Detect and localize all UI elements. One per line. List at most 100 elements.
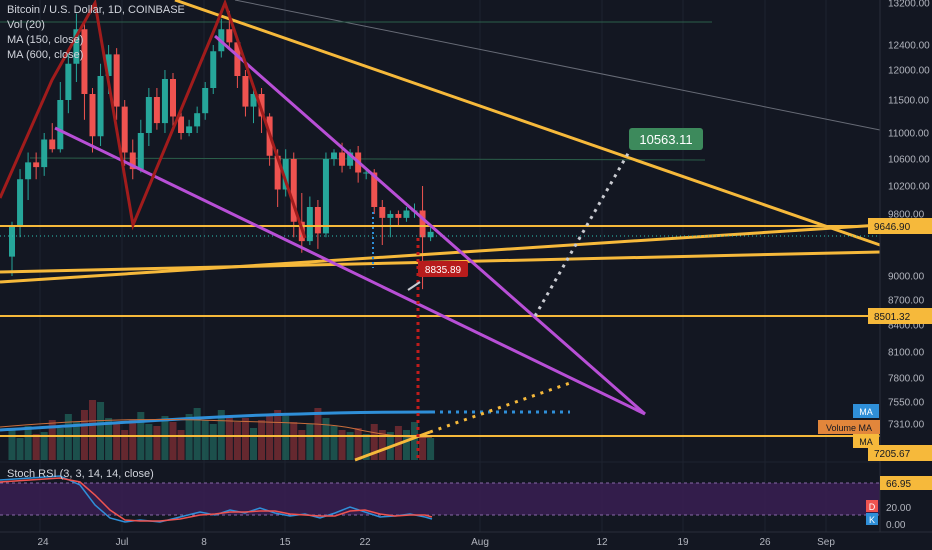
candle-body: [202, 88, 209, 114]
candle-body: [186, 126, 193, 133]
candle: [306, 196, 313, 245]
time-tick-label: 12: [596, 537, 608, 548]
ma-tag-box: [853, 404, 879, 418]
target-label-text: 10563.11: [639, 132, 692, 147]
candle-body: [33, 162, 40, 168]
volume-ma-tag: Volume MA: [818, 420, 880, 434]
candle-body: [121, 106, 128, 153]
candle: [347, 149, 354, 170]
candle: [242, 70, 249, 117]
price-tag-box: [868, 308, 932, 324]
stoch-rsi-k-line[interactable]: [0, 475, 433, 523]
price-tick-label: 13200.00: [888, 0, 930, 10]
candle-body: [314, 207, 321, 234]
price-tick-label: 9800.00: [888, 210, 925, 221]
w-pattern-line[interactable]: [0, 0, 307, 239]
price-tick-label: 11000.00: [888, 129, 929, 140]
rsi-d-tag-text: D: [869, 502, 876, 512]
volume-bar: [121, 430, 129, 460]
ma-150-label[interactable]: MA (150, close): [7, 34, 84, 46]
ma-150-line[interactable]: [0, 410, 433, 432]
candle-body: [403, 210, 410, 218]
candle: [403, 207, 410, 222]
candle-body: [379, 207, 386, 218]
candle: [73, 13, 80, 82]
candle-body: [49, 139, 56, 150]
volume-bar: [258, 420, 266, 460]
time-tick-label: Jul: [116, 537, 129, 548]
candle-body: [25, 162, 32, 180]
candle-body: [17, 179, 24, 226]
candle-body: [371, 172, 378, 207]
ma-tag-orange: MA: [853, 434, 879, 448]
volume-bar: [306, 424, 314, 460]
price-tick-label: 7310.00: [888, 420, 925, 431]
candle: [9, 221, 15, 276]
candle-body: [250, 94, 257, 107]
candle-body: [41, 139, 48, 168]
candle-body: [137, 133, 144, 170]
price-tag-text: 8501.32: [874, 312, 911, 323]
price-tag-box: [868, 445, 932, 461]
stoch-rsi-legend[interactable]: Stoch RSI (3, 3, 14, 14, close): [7, 468, 154, 480]
time-tick-label: 8: [201, 537, 207, 548]
price-tag-9646: 9646.90: [868, 218, 932, 234]
volume-bar: [201, 420, 209, 460]
candle: [194, 106, 201, 133]
callout-pointer: [407, 281, 421, 291]
price-tag-7205: 7205.67: [868, 445, 932, 461]
rsi-tick-0: 0.00: [886, 520, 906, 531]
volume-bar: [378, 430, 386, 460]
candle: [290, 152, 297, 238]
ma-600-label[interactable]: MA (600, close): [7, 49, 84, 61]
candle-body: [347, 152, 354, 166]
candle: [81, 24, 88, 120]
candle: [161, 70, 168, 133]
volume-bar: [346, 432, 354, 460]
candle-body: [9, 225, 15, 257]
volume-indicator-label[interactable]: Vol (20): [7, 19, 45, 31]
volume-bar: [282, 416, 290, 460]
volume-bar: [193, 408, 201, 460]
price-tag-text: 7205.67: [874, 449, 911, 460]
rsi-axis: 66.95 D K 20.00 0.00: [866, 476, 932, 531]
time-tick-label: 15: [279, 537, 291, 548]
rsi-k-tag-text: K: [869, 515, 875, 525]
volume-bar: [411, 422, 418, 460]
volume-bar: [241, 418, 249, 460]
ma-600-projection[interactable]: [429, 381, 571, 434]
candle-body: [89, 94, 96, 137]
volume-bar: [338, 430, 346, 460]
volume-bar: [32, 434, 40, 460]
stoch-rsi-d-line[interactable]: [0, 477, 433, 522]
rsi-value-tag: [880, 476, 932, 490]
candle: [113, 48, 120, 120]
rsi-value-text: 66.95: [886, 479, 911, 490]
rsi-d-tag: [866, 500, 878, 512]
symbol-title[interactable]: Bitcoin / U.S. Dollar, 1D, COINBASE: [7, 4, 185, 16]
low-label[interactable]: 8835.89: [418, 261, 468, 277]
volume-ma-line[interactable]: [0, 418, 433, 438]
candle: [250, 88, 257, 124]
candle: [65, 51, 72, 114]
ma-tag-text: MA: [859, 437, 873, 447]
candle-body: [258, 94, 265, 117]
volume-bar: [370, 424, 378, 460]
descending-resistance-line: [174, 0, 881, 247]
target-label[interactable]: 10563.11: [629, 128, 703, 150]
candle: [331, 149, 337, 166]
volume-bar: [153, 426, 161, 460]
candle-body: [274, 155, 281, 190]
price-tag-8501: 8501.32: [868, 308, 932, 324]
candle: [322, 152, 329, 238]
candle: [427, 225, 434, 242]
candle-body: [339, 152, 346, 166]
candle: [210, 45, 217, 94]
volume-bar: [177, 430, 185, 460]
price-tick-label: 9000.00: [888, 272, 925, 283]
candle-body: [226, 29, 233, 43]
candle: [145, 88, 152, 146]
price-axis[interactable]: [880, 0, 932, 532]
